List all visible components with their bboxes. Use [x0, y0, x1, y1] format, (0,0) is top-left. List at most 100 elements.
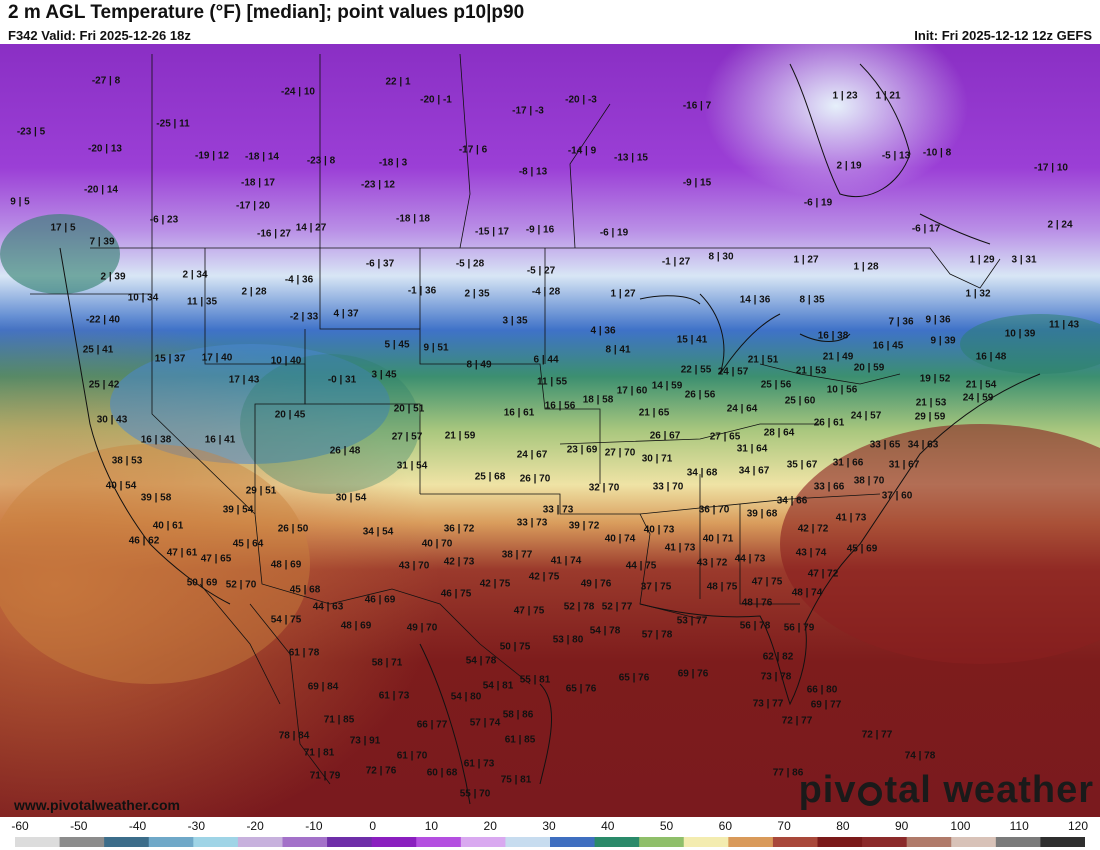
- point-value: -18 | 18: [396, 213, 430, 225]
- point-value: 66 | 80: [806, 684, 838, 696]
- colorbar-tick-label: 110: [1009, 819, 1029, 833]
- point-value: 30 | 71: [641, 453, 673, 465]
- point-value: -17 | -3: [512, 105, 544, 117]
- point-value: 61 | 85: [504, 734, 536, 746]
- point-value: 44 | 75: [625, 560, 657, 572]
- point-value: 57 | 74: [469, 717, 501, 729]
- colorbar-segment: [550, 837, 596, 847]
- colorbar-segment: [1040, 837, 1085, 847]
- point-value: -4 | 36: [284, 274, 314, 286]
- colorbar-legend: -60 -50 -40 -30 -20 -10 0 10 20 30 40 50 60 70 80 90 100…: [0, 817, 1100, 850]
- point-value: 14 | 36: [739, 294, 771, 306]
- point-value: -2 | 33: [289, 311, 319, 323]
- temperature-map[interactable]: -27 | 8 -24 | 10 22 | 1 -20 | -1 -17 | -3 -20…: [0, 44, 1100, 817]
- colorbar-segment: [505, 837, 551, 847]
- point-value: 5 | 45: [384, 339, 410, 351]
- point-value: -27 | 8: [91, 75, 121, 87]
- point-value: 2 | 35: [464, 288, 490, 300]
- brand-logo: piv tal weather: [798, 769, 1094, 811]
- point-value: 73 | 91: [349, 735, 381, 747]
- point-value: 25 | 60: [784, 395, 816, 407]
- point-value: -6 | 19: [599, 227, 629, 239]
- colorbar-ticks: -60 -50 -40 -30 -20 -10 0 10 20 30 40 50 60 70 80 90 100…: [0, 819, 1100, 833]
- point-value: 20 | 59: [853, 362, 885, 374]
- point-value: -10 | 8: [922, 147, 952, 159]
- point-value: 33 | 66: [813, 481, 845, 493]
- point-value: 31 | 64: [736, 443, 768, 455]
- point-value: -25 | 11: [156, 118, 190, 130]
- point-value: 1 | 27: [610, 288, 636, 300]
- colorbar-tick-label: -30: [187, 819, 205, 833]
- point-value: 42 | 75: [479, 578, 511, 590]
- colorbar-segment: [15, 837, 61, 847]
- point-value: 3 | 35: [502, 315, 528, 327]
- point-value: 1 | 29: [969, 254, 995, 266]
- point-value: 33 | 70: [652, 481, 684, 493]
- point-value: 34 | 54: [362, 526, 394, 538]
- colorbar-segment: [862, 837, 908, 847]
- point-value: 32 | 70: [588, 482, 620, 494]
- point-value: 20 | 51: [393, 403, 425, 415]
- point-value: 69 | 76: [677, 668, 709, 680]
- point-value: 57 | 78: [641, 629, 673, 641]
- colorbar-tick-label: 90: [894, 819, 909, 833]
- point-value: -4 | 28: [531, 286, 561, 298]
- point-value: -0 | 31: [327, 374, 357, 386]
- point-value: 22 | 55: [680, 364, 712, 376]
- point-value: 46 | 69: [364, 594, 396, 606]
- point-value: 10 | 39: [1004, 328, 1036, 340]
- colorbar-segment: [728, 837, 774, 847]
- point-value: -17 | 10: [1034, 162, 1068, 174]
- point-value: 10 | 40: [270, 355, 302, 367]
- point-value: 11 | 35: [186, 296, 218, 308]
- point-value: 8 | 41: [605, 344, 631, 356]
- point-value: 25 | 42: [88, 379, 120, 391]
- point-value: -1 | 36: [407, 285, 437, 297]
- point-value: 43 | 72: [696, 557, 728, 569]
- point-value: 29 | 51: [245, 485, 277, 497]
- point-value: 7 | 36: [888, 316, 914, 328]
- point-value: -24 | 10: [281, 86, 315, 98]
- website-url[interactable]: www.pivotalweather.com: [14, 797, 180, 813]
- colorbar-segment: [639, 837, 685, 847]
- point-value: 17 | 43: [228, 374, 260, 386]
- point-value: 69 | 84: [307, 681, 339, 693]
- point-value: 72 | 77: [781, 715, 813, 727]
- point-value: 21 | 53: [795, 365, 827, 377]
- colorbar-tick-label: 70: [777, 819, 791, 833]
- point-value: -23 | 12: [361, 179, 395, 191]
- point-value: 26 | 56: [684, 389, 716, 401]
- point-value: 2 | 34: [182, 269, 208, 281]
- point-value: 46 | 62: [128, 535, 160, 547]
- point-value: 62 | 82: [762, 651, 794, 663]
- point-value: 16 | 41: [204, 434, 236, 446]
- point-value: 42 | 75: [528, 571, 560, 583]
- point-value: 3 | 31: [1011, 254, 1037, 266]
- point-value: 3 | 45: [371, 369, 397, 381]
- colorbar-segment: [282, 837, 328, 847]
- point-value: 16 | 61: [503, 407, 535, 419]
- point-value: 26 | 48: [329, 445, 361, 457]
- point-value: 29 | 59: [914, 411, 946, 423]
- point-value: 11 | 55: [536, 376, 568, 388]
- borders: [30, 53, 1001, 785]
- point-value: 41 | 73: [664, 542, 696, 554]
- point-value: 17 | 60: [616, 385, 648, 397]
- point-value: 21 | 51: [747, 354, 779, 366]
- point-value: 15 | 37: [154, 353, 186, 365]
- point-value: 33 | 65: [869, 439, 901, 451]
- point-value: 39 | 72: [568, 520, 600, 532]
- point-value: -1 | 27: [661, 256, 691, 268]
- point-value: -6 | 17: [911, 223, 941, 235]
- point-value: 36 | 72: [443, 523, 475, 535]
- colorbar-tick-label: 20: [483, 819, 497, 833]
- point-value: 31 | 67: [888, 459, 920, 471]
- coastlines: [59, 63, 1041, 805]
- colorbar-segment: [104, 837, 150, 847]
- colorbar-tick-label: -40: [128, 819, 147, 833]
- colorbar-tick-label: -10: [305, 819, 323, 833]
- point-value: 7 | 39: [89, 236, 115, 248]
- point-value: 21 | 59: [444, 430, 476, 442]
- point-value: 1 | 32: [965, 288, 991, 300]
- point-value: 17 | 40: [201, 352, 233, 364]
